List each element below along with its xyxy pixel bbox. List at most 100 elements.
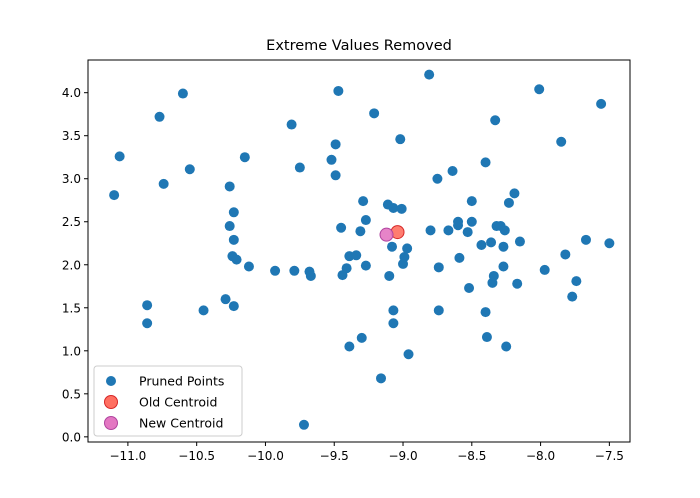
pruned-point (503, 197, 514, 208)
pruned-point (231, 254, 242, 265)
new-centroid-point (379, 227, 394, 242)
y-tick-label: 2.0 (62, 258, 81, 272)
legend-label: New Centroid (139, 416, 223, 431)
pruned-point (286, 119, 297, 130)
pruned-point (154, 111, 165, 122)
pruned-point (270, 265, 281, 276)
pruned-point (388, 305, 399, 316)
pruned-point (224, 181, 235, 192)
pruned-point (486, 237, 497, 248)
pruned-point (228, 234, 239, 245)
y-tick-label: 1.5 (62, 301, 81, 315)
legend-label: Old Centroid (139, 395, 217, 410)
x-tick-label: −8.0 (526, 449, 555, 463)
pruned-point (294, 162, 305, 173)
pruned-point (142, 300, 153, 311)
pruned-point (425, 225, 436, 236)
pruned-point (388, 202, 399, 213)
y-tick-label: 4.0 (62, 86, 81, 100)
x-tick-label: −11.0 (110, 449, 147, 463)
x-tick-label: −9.0 (388, 449, 417, 463)
data-points (109, 69, 615, 430)
pruned-point (466, 196, 477, 207)
pruned-point (512, 278, 523, 289)
pruned-point (403, 349, 414, 360)
pruned-point (376, 373, 387, 384)
pruned-point (158, 178, 169, 189)
pruned-point (289, 265, 300, 276)
pruned-point (480, 157, 491, 168)
pruned-point (330, 139, 341, 150)
pruned-point (360, 215, 371, 226)
pruned-point (534, 84, 545, 95)
pruned-point (462, 227, 473, 238)
pruned-point (305, 270, 316, 281)
pruned-point (330, 170, 341, 181)
x-tick-label: −7.5 (595, 449, 624, 463)
pruned-point (433, 305, 444, 316)
pruned-point (453, 216, 464, 227)
pruned-point (358, 196, 369, 207)
x-tick-label: −10.0 (247, 449, 284, 463)
pruned-point (395, 134, 406, 145)
pruned-point (228, 301, 239, 312)
pruned-point (298, 419, 309, 430)
pruned-point (490, 115, 501, 126)
x-tick-label: −10.5 (178, 449, 215, 463)
pruned-legend-marker (106, 376, 116, 386)
pruned-point (369, 108, 380, 119)
pruned-point (388, 318, 399, 329)
pruned-point (341, 263, 352, 274)
pruned-point (567, 291, 578, 302)
legend: Pruned Points Old Centroid New Centroid (93, 365, 243, 437)
pruned-point (466, 216, 477, 227)
pruned-point (447, 165, 458, 176)
pruned-point (360, 260, 371, 271)
pruned-point (336, 222, 347, 233)
pruned-point (481, 332, 492, 343)
pruned-point (228, 207, 239, 218)
pruned-point (556, 136, 567, 147)
y-tick-label: 3.5 (62, 129, 81, 143)
pruned-point (177, 88, 188, 99)
pruned-point (402, 243, 413, 254)
chart-title: Extreme Values Removed (266, 38, 452, 54)
pruned-point (355, 226, 366, 237)
pruned-point (509, 188, 520, 199)
pruned-point (424, 69, 435, 80)
pruned-point (109, 190, 120, 201)
pruned-point (351, 250, 362, 261)
pruned-point (464, 282, 475, 293)
pruned-point (142, 318, 153, 329)
pruned-point (480, 307, 491, 318)
pruned-point (344, 341, 355, 352)
new-centroid-legend-marker (104, 416, 118, 430)
pruned-point (560, 249, 571, 260)
legend-box (93, 365, 243, 437)
old-centroid-legend-marker (104, 395, 118, 409)
pruned-point (501, 341, 512, 352)
pruned-point (499, 225, 510, 236)
pruned-point (432, 173, 443, 184)
pruned-point (604, 238, 615, 249)
y-axis: 0.0 0.5 1.0 1.5 2.0 2.5 3.0 3.5 4.0 (62, 86, 88, 444)
pruned-point (498, 261, 509, 272)
pruned-point (220, 294, 231, 305)
y-tick-label: 2.5 (62, 215, 81, 229)
pruned-point (580, 234, 591, 245)
pruned-point (539, 264, 550, 275)
y-tick-label: 1.0 (62, 344, 81, 358)
legend-label: Pruned Points (139, 374, 224, 389)
pruned-point (184, 164, 195, 175)
pruned-point (356, 332, 367, 343)
pruned-point (387, 241, 398, 252)
pruned-point (571, 276, 582, 287)
pruned-point (399, 252, 410, 263)
pruned-point (224, 221, 235, 232)
pruned-point (498, 241, 509, 252)
pruned-point (333, 85, 344, 96)
plot-area-frame (87, 59, 631, 443)
y-tick-label: 3.0 (62, 172, 81, 186)
